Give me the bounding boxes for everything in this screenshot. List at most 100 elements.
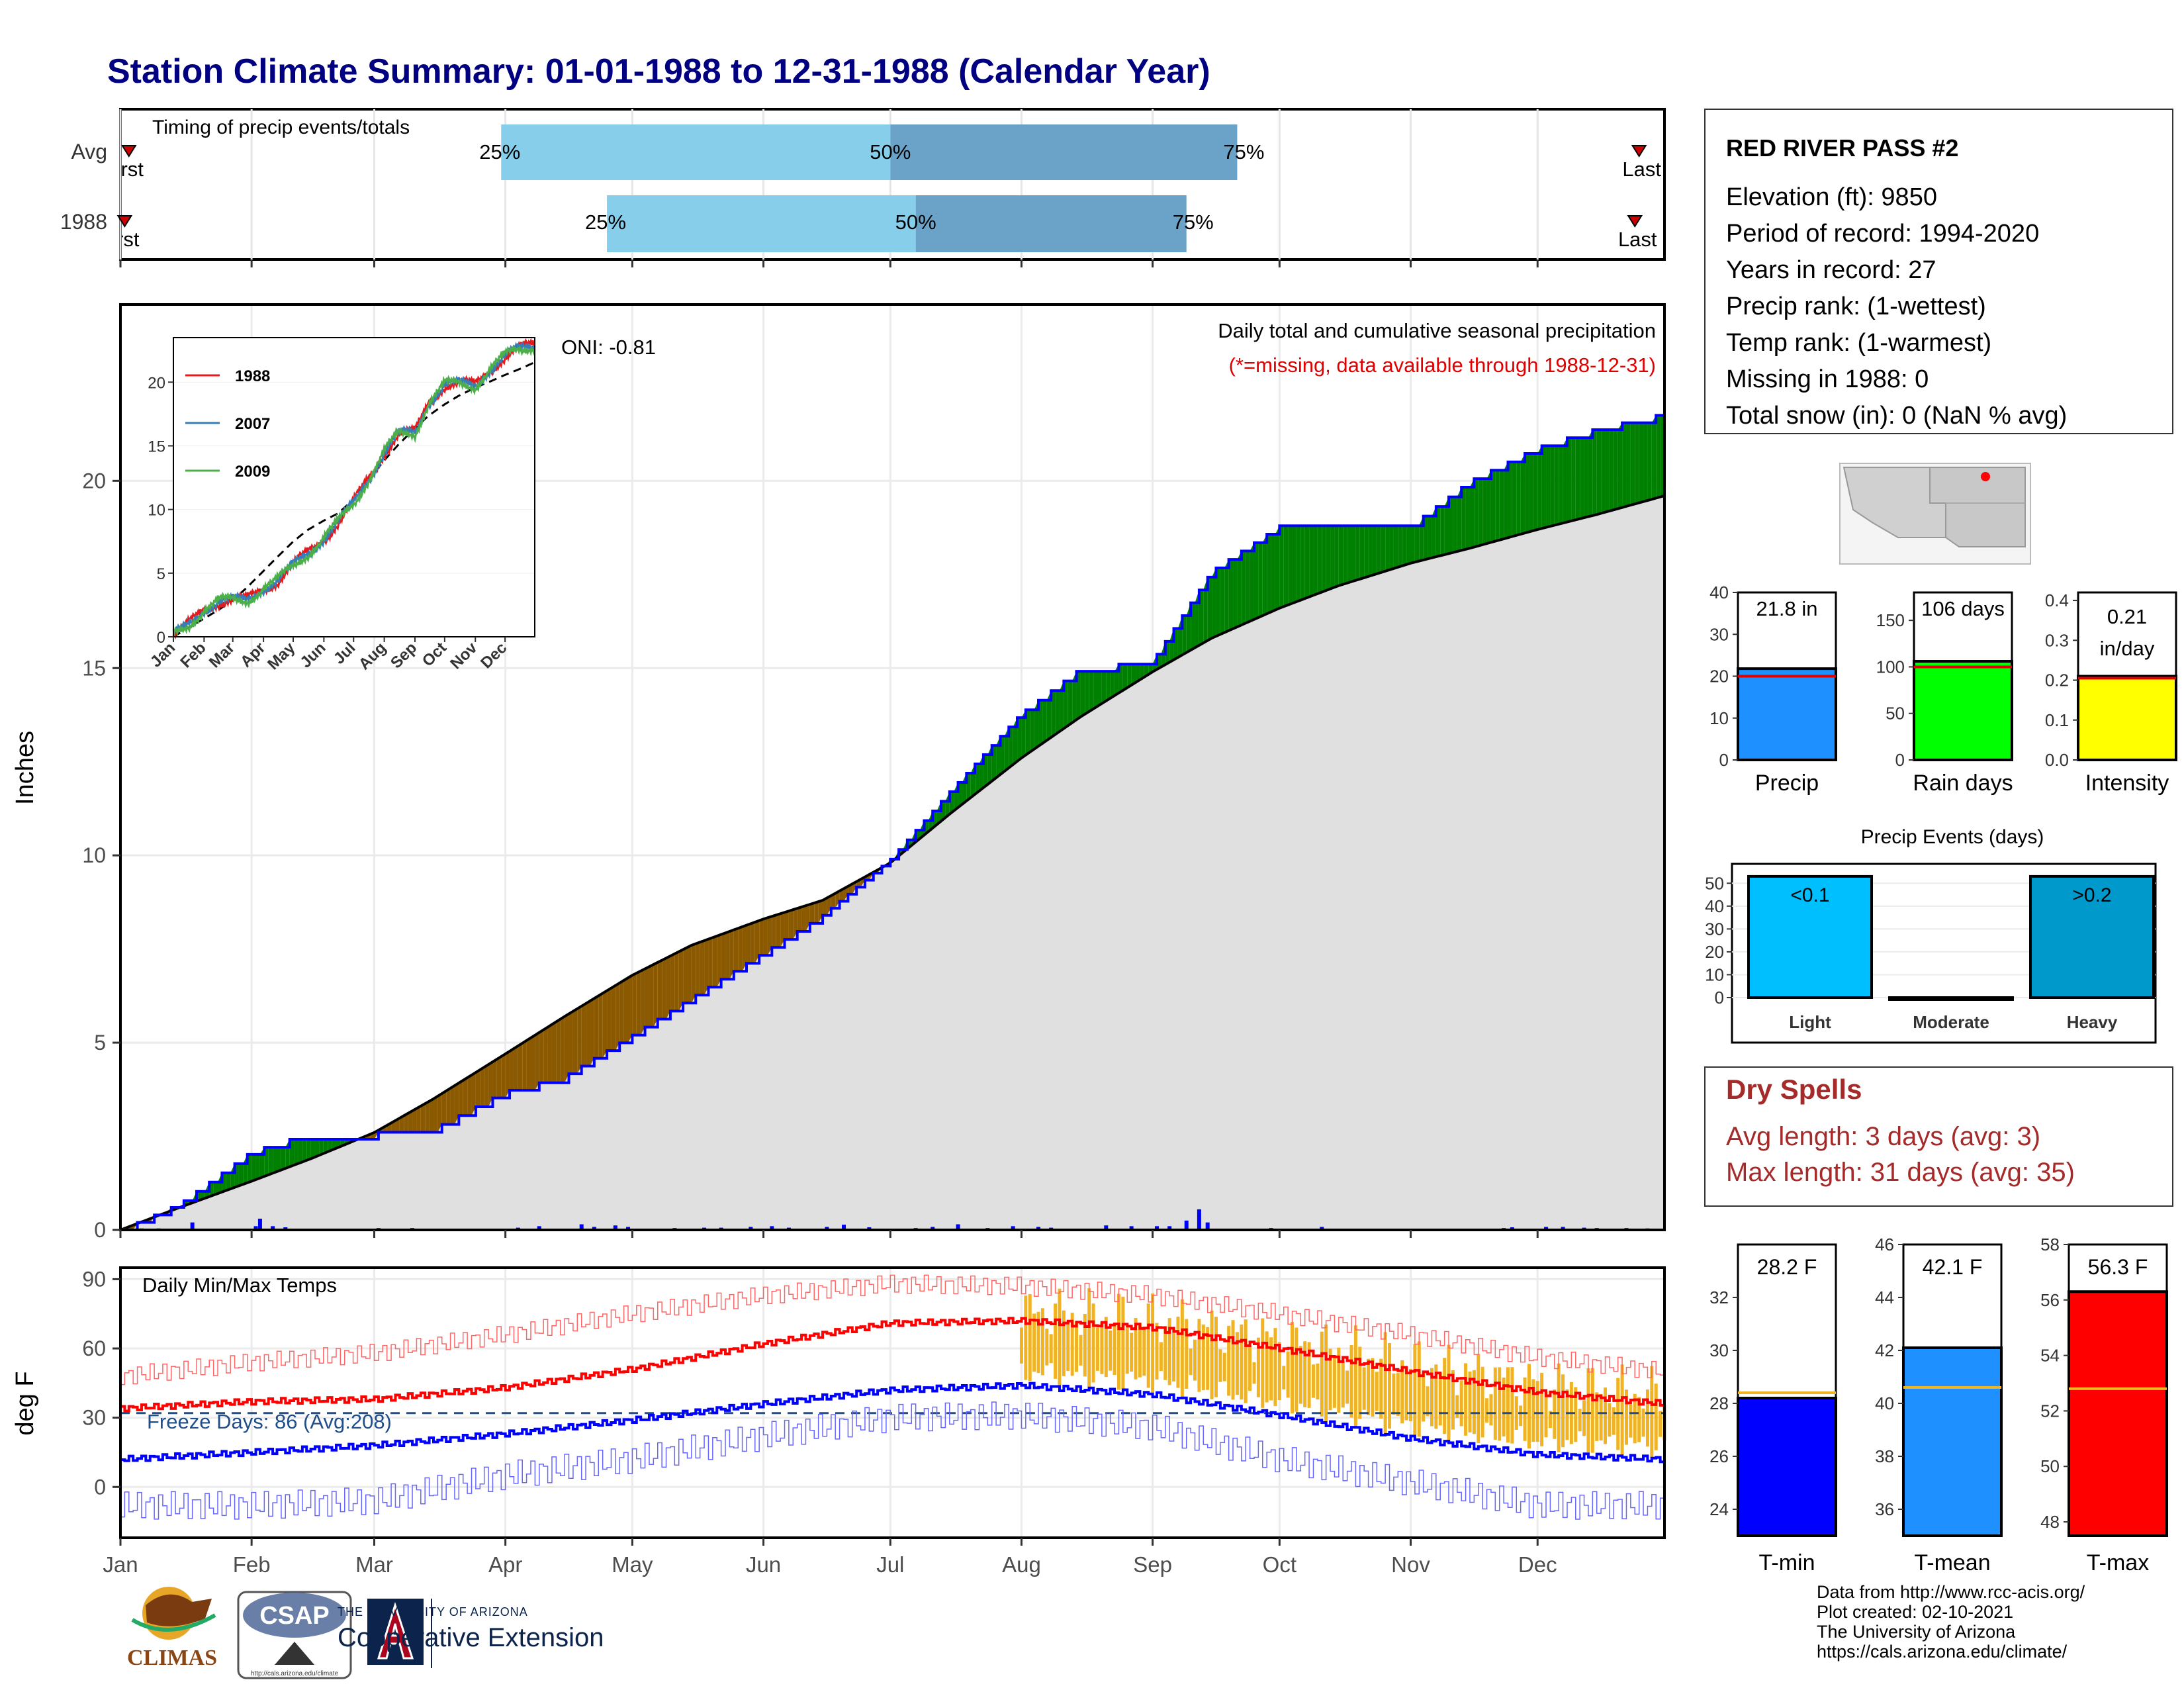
above-average-fill [328, 1139, 332, 1152]
observed-temp-range-bar [1125, 1327, 1129, 1374]
observed-temp-range-bar [1620, 1364, 1624, 1458]
below-average-fill [696, 942, 700, 996]
above-average-fill [1432, 506, 1436, 558]
below-average-fill [666, 956, 670, 1019]
daily-precip-bar [1129, 1226, 1134, 1230]
above-average-fill [1072, 671, 1077, 723]
observed-temp-range-bar [1222, 1352, 1226, 1382]
below-average-fill [594, 996, 599, 1058]
observed-temp-range-bar [1096, 1327, 1100, 1371]
below-average-fill [763, 917, 768, 956]
above-average-fill [1334, 526, 1339, 588]
inset-ytick-label: 5 [157, 565, 165, 583]
above-average-fill [1647, 422, 1652, 501]
precip-ytick-label: 0 [94, 1218, 106, 1242]
temp-bar-tick-label: 32 [1709, 1288, 1729, 1307]
observed-temp-range-bar [1434, 1364, 1438, 1429]
above-average-fill [1241, 551, 1246, 626]
first-event-marker [116, 215, 133, 228]
mini-bar-tick-label: 0.0 [2045, 750, 2069, 770]
below-average-fill [754, 920, 760, 964]
above-average-fill [1127, 664, 1132, 688]
below-average-fill [531, 1035, 535, 1091]
observed-temp-range-bar [1362, 1367, 1366, 1410]
below-average-fill [450, 1085, 455, 1125]
observed-temp-range-bar [1358, 1346, 1362, 1419]
last-event-marker [1627, 215, 1643, 228]
above-average-fill [1512, 461, 1517, 537]
above-average-fill [1474, 479, 1479, 547]
temp-bar-value-label: 42.1 F [1923, 1255, 1983, 1279]
below-average-fill [471, 1072, 476, 1116]
timing-title: Timing of precip events/totals [152, 117, 410, 138]
below-average-fill [662, 958, 666, 1019]
month-label: Sep [1133, 1552, 1172, 1577]
observed-temp-range-bar [1091, 1303, 1095, 1383]
above-average-fill [1097, 671, 1102, 706]
observed-temp-range-bar [1371, 1358, 1375, 1417]
above-average-fill [1377, 526, 1381, 574]
year-cumulative-line [120, 414, 1664, 1231]
above-average-fill [1351, 526, 1356, 582]
timing-label-q25: 25% [585, 211, 626, 234]
daily-precip-bar [1320, 1227, 1324, 1230]
temp-bar-tick-label: 46 [1875, 1235, 1894, 1254]
precip-ytick-label: 10 [82, 843, 106, 867]
above-average-fill [1372, 526, 1377, 575]
temp-bar-tick-label: 40 [1875, 1393, 1894, 1413]
below-average-fill [683, 947, 688, 1004]
above-average-fill [1639, 422, 1644, 503]
above-average-fill [1304, 526, 1310, 599]
below-average-fill [501, 1054, 506, 1098]
above-average-fill [1389, 526, 1394, 570]
inset-series-line [172, 344, 536, 637]
observed-temp-range-bar [1210, 1310, 1214, 1399]
observed-temp-range-bar [1519, 1405, 1523, 1427]
observed-temp-range-bar [1231, 1320, 1235, 1400]
station-elevation: Elevation (ft): 9850 [1726, 183, 1937, 211]
above-average-fill [1575, 438, 1580, 520]
daily-precip-bar [825, 1227, 829, 1230]
above-average-fill [1253, 542, 1259, 620]
below-average-fill [751, 922, 755, 964]
above-average-fill [1030, 710, 1034, 753]
ua-extension: Cooperative Extension [338, 1623, 604, 1652]
observed-temp-range-bar [1151, 1293, 1155, 1393]
above-average-fill [1013, 718, 1018, 765]
mini-bar-tick-label: 0.2 [2045, 671, 2069, 690]
inset-legend-label: 2007 [235, 415, 270, 433]
observed-temp-range-bar [1019, 1327, 1023, 1364]
observed-temp-range-bar [1070, 1313, 1074, 1376]
month-label: Jun [746, 1552, 781, 1577]
below-average-fill [590, 998, 594, 1066]
below-average-fill [467, 1075, 472, 1116]
below-average-fill [797, 907, 802, 931]
below-average-fill [801, 906, 806, 931]
below-average-fill [645, 966, 649, 1027]
above-average-fill [1292, 526, 1297, 604]
observed-temp-range-bar [1244, 1319, 1248, 1403]
above-average-fill [1563, 438, 1567, 524]
timing-bar-q2 [890, 124, 1238, 180]
above-average-fill [1237, 551, 1242, 628]
temp-bar-tick-label: 44 [1875, 1288, 1894, 1307]
above-average-fill [1207, 577, 1212, 641]
precip-panel: 0 5 10 15 20 Inches ONI: -0.81 Daily total a… [11, 303, 1666, 1242]
observed-temp-range-bar [1062, 1310, 1066, 1376]
mini-bar-value-label: 21.8 in [1756, 597, 1817, 620]
below-average-fill [602, 990, 608, 1058]
observed-temp-range-bar [1311, 1364, 1315, 1398]
below-average-fill [569, 1011, 573, 1074]
first-event-marker [120, 145, 137, 158]
observed-temp-range-bar [1286, 1351, 1290, 1398]
below-average-fill [776, 914, 781, 948]
events-ytick-label: 0 [1715, 988, 1724, 1008]
events-bar [1888, 996, 2014, 1001]
above-average-fill [226, 1172, 231, 1191]
observed-temp-range-bar [1066, 1321, 1070, 1371]
above-average-fill [1004, 727, 1009, 772]
below-average-fill [641, 968, 645, 1035]
above-average-fill [1131, 664, 1136, 685]
